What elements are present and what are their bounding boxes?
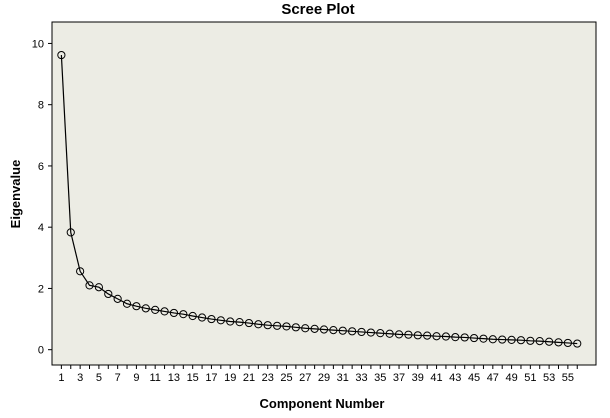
- data-point: [469, 333, 479, 343]
- x-tick-label: 25: [280, 372, 292, 384]
- x-tick-label: 15: [187, 372, 199, 384]
- y-tick-label: 2: [38, 283, 44, 295]
- x-tick-label: 21: [243, 372, 255, 384]
- data-point: [57, 50, 66, 60]
- data-point: [310, 324, 319, 333]
- data-point: [460, 333, 469, 342]
- x-tick-label: 43: [449, 372, 461, 384]
- data-point: [573, 339, 582, 348]
- y-axis-label: Eigenvalue: [8, 160, 23, 229]
- x-tick-label: 53: [543, 372, 555, 384]
- x-tick-label: 11: [149, 372, 160, 384]
- data-point: [357, 327, 366, 337]
- data-point: [188, 311, 197, 321]
- data-point: [329, 325, 338, 335]
- x-tick-label: 51: [524, 372, 536, 384]
- x-tick-label: 23: [262, 372, 274, 384]
- eigenvalue-series: [57, 50, 582, 348]
- data-point: [423, 331, 432, 340]
- data-point: [563, 338, 572, 348]
- data-point: [441, 332, 451, 341]
- data-point: [94, 283, 103, 292]
- y-tick-label: 4: [38, 222, 44, 234]
- data-point: [366, 328, 375, 337]
- plot-area: [51, 21, 597, 366]
- x-tick-label: 3: [77, 372, 83, 384]
- data-point: [104, 289, 113, 299]
- data-point: [141, 304, 150, 313]
- data-point: [216, 316, 225, 325]
- data-point: [169, 308, 179, 318]
- x-tick-label: 47: [487, 372, 499, 384]
- data-point: [122, 299, 132, 308]
- data-point: [76, 267, 85, 276]
- data-point: [394, 330, 404, 339]
- data-point: [151, 305, 160, 314]
- data-point: [179, 310, 188, 319]
- data-point: [273, 321, 282, 330]
- data-point: [319, 325, 329, 334]
- x-tick-label: 5: [96, 372, 102, 384]
- data-point: [488, 335, 497, 344]
- data-point: [226, 317, 235, 326]
- x-tick-label: 49: [505, 372, 517, 384]
- data-point: [526, 336, 535, 345]
- x-tick-label: 45: [468, 372, 480, 384]
- x-axis: 1 3 5 7 9 11 13 15 17 19 21 23 25 27 29 31 33 35 37 39 41 43 4…: [58, 365, 578, 384]
- x-tick-label: 33: [355, 372, 367, 384]
- y-tick-label: 0: [38, 345, 44, 357]
- x-tick-label: 13: [168, 372, 180, 384]
- eigenvalue-line: [60, 55, 578, 345]
- data-point: [85, 281, 94, 290]
- x-tick-label: 1: [58, 372, 64, 384]
- x-tick-label: 31: [337, 372, 349, 384]
- data-point: [282, 322, 291, 331]
- data-point: [207, 314, 216, 324]
- x-tick-label: 17: [205, 372, 217, 384]
- data-point: [301, 324, 310, 333]
- x-axis-label: Component Number: [260, 396, 385, 411]
- y-tick-label: 10: [32, 38, 44, 50]
- data-point: [545, 337, 554, 346]
- data-point: [254, 320, 263, 329]
- data-point: [451, 333, 460, 342]
- data-point: [554, 338, 563, 347]
- data-point: [404, 330, 413, 339]
- data-point: [432, 332, 441, 341]
- data-point: [160, 307, 169, 316]
- data-point: [507, 335, 516, 344]
- data-point: [385, 329, 394, 338]
- data-point: [113, 294, 122, 303]
- data-point: [132, 302, 141, 311]
- x-tick-label: 9: [133, 372, 139, 384]
- data-point: [338, 326, 347, 335]
- data-point: [498, 335, 507, 344]
- data-point: [516, 336, 526, 345]
- data-point: [535, 337, 544, 346]
- y-tick-label: 8: [38, 100, 44, 112]
- data-point: [291, 323, 300, 332]
- data-point: [66, 228, 75, 237]
- data-point: [263, 321, 272, 330]
- data-point: [376, 329, 385, 338]
- x-tick-label: 29: [318, 372, 330, 384]
- x-tick-label: 39: [412, 372, 424, 384]
- data-point: [244, 318, 254, 328]
- x-tick-label: 7: [115, 372, 121, 384]
- x-tick-label: 27: [299, 372, 311, 384]
- x-tick-label: 19: [224, 372, 236, 384]
- data-point: [413, 331, 422, 340]
- x-tick-label: 35: [374, 372, 386, 384]
- x-tick-label: 41: [430, 372, 442, 384]
- chart-title: Scree Plot: [281, 1, 354, 18]
- data-point: [348, 327, 357, 336]
- x-tick-label: 37: [393, 372, 405, 384]
- y-tick-label: 6: [38, 161, 44, 173]
- data-point: [197, 313, 207, 322]
- x-tick-label: 55: [562, 372, 574, 384]
- y-axis: 0 2 4 6 8 10: [32, 38, 52, 357]
- data-point: [235, 318, 244, 327]
- data-point: [479, 334, 488, 343]
